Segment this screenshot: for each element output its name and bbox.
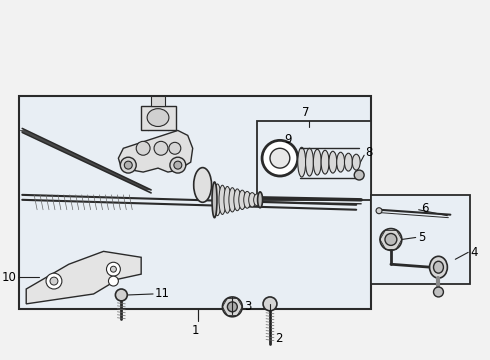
Circle shape [263,297,277,311]
Circle shape [169,142,181,154]
Ellipse shape [214,184,221,216]
Text: 8: 8 [365,146,372,159]
Ellipse shape [306,148,314,176]
Bar [151,96,165,106]
Ellipse shape [321,150,329,174]
Ellipse shape [244,192,251,208]
Circle shape [46,273,62,289]
Circle shape [116,289,127,301]
Bar [257,121,371,200]
Text: 10: 10 [1,271,16,284]
Circle shape [108,276,119,286]
Ellipse shape [224,186,231,213]
Circle shape [170,157,186,173]
Ellipse shape [194,168,212,202]
Ellipse shape [313,149,321,175]
Ellipse shape [147,109,169,126]
Circle shape [174,161,182,169]
Ellipse shape [212,182,217,218]
Text: 11: 11 [155,288,170,301]
Ellipse shape [434,261,443,273]
Circle shape [434,287,443,297]
Ellipse shape [344,153,352,171]
Polygon shape [119,130,193,172]
Ellipse shape [219,185,226,215]
Ellipse shape [430,256,447,278]
Circle shape [121,157,136,173]
Circle shape [154,141,168,155]
Text: 1: 1 [192,324,199,337]
Ellipse shape [329,151,337,173]
Circle shape [376,208,382,214]
Text: 2: 2 [275,332,282,345]
Text: 3: 3 [244,300,251,313]
Ellipse shape [234,189,241,211]
Circle shape [50,277,58,285]
Text: 7: 7 [302,105,309,118]
Circle shape [380,229,402,250]
Circle shape [227,302,237,312]
Circle shape [124,161,132,169]
Ellipse shape [239,190,245,210]
Circle shape [270,148,290,168]
Circle shape [110,266,117,272]
Circle shape [385,234,397,246]
Ellipse shape [258,192,263,208]
Ellipse shape [352,154,360,170]
Text: 6: 6 [420,202,428,215]
Text: 9: 9 [284,133,292,146]
Ellipse shape [249,193,256,207]
Text: 4: 4 [470,246,478,259]
Circle shape [106,262,121,276]
Bar [141,106,176,130]
Ellipse shape [254,194,261,206]
Ellipse shape [337,152,344,172]
Circle shape [354,170,364,180]
Ellipse shape [229,188,236,212]
Bar [19,96,371,309]
Bar [371,195,470,284]
Text: 5: 5 [417,231,425,244]
Ellipse shape [298,147,306,177]
Circle shape [222,297,242,317]
Polygon shape [26,251,141,304]
Circle shape [136,141,150,155]
Circle shape [262,140,298,176]
